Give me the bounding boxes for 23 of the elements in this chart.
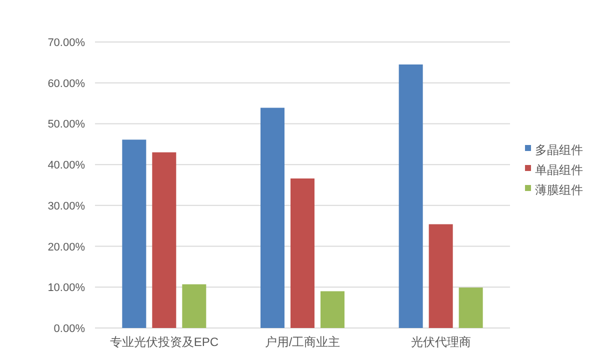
y-tick-label: 10.00% (48, 282, 86, 294)
x-tick-label: 户用/工商业主 (264, 335, 340, 349)
y-tick-label: 30.00% (48, 200, 86, 212)
legend-label: 薄膜组件 (535, 183, 583, 197)
y-tick-label: 20.00% (48, 241, 86, 254)
bar (152, 152, 176, 328)
bar (290, 178, 314, 328)
x-tick-label: 专业光伏投资及EPC (110, 335, 219, 349)
y-tick-label: 0.00% (54, 323, 86, 335)
legend-label: 单晶组件 (535, 163, 583, 177)
bar (428, 224, 453, 328)
bar (122, 140, 146, 328)
bar (398, 64, 423, 328)
bar (182, 284, 206, 328)
y-tick-label: 40.00% (48, 160, 86, 172)
legend-label: 多晶组件 (535, 143, 583, 157)
bar (458, 288, 483, 328)
bar (320, 291, 344, 328)
y-tick-label: 70.00% (48, 37, 86, 49)
y-tick-label: 50.00% (48, 118, 86, 131)
y-tick-label: 60.00% (48, 78, 86, 90)
bar (260, 108, 284, 328)
x-tick-label: 光伏代理商 (410, 335, 471, 349)
